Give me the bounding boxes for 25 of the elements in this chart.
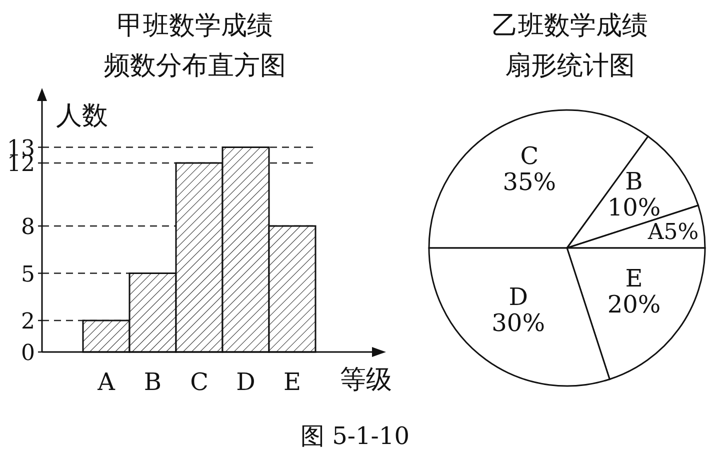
x-tick-label: B bbox=[144, 368, 162, 396]
x-tick-label: A bbox=[96, 368, 116, 396]
slice-label: A5% bbox=[646, 220, 699, 246]
chart-title: 甲班数学成绩 bbox=[117, 11, 273, 41]
slice-label: B bbox=[625, 167, 643, 196]
y-tick-label: 5 bbox=[21, 262, 35, 288]
y-tick-label: 0 bbox=[21, 341, 35, 366]
x-axis-title: 等级 bbox=[340, 365, 392, 395]
data-label: 20% bbox=[607, 290, 661, 319]
data-label: 30% bbox=[492, 308, 546, 337]
y-tick-label: 8 bbox=[21, 215, 35, 240]
data-label: 35% bbox=[502, 168, 556, 196]
data-label: 10% bbox=[607, 193, 661, 222]
y-axis-title: 人数 bbox=[56, 101, 108, 131]
x-tick-label: C bbox=[190, 368, 208, 396]
chart-subtitle: 扇形统计图 bbox=[505, 51, 635, 81]
x-tick-label: E bbox=[283, 368, 302, 396]
chart-title: 乙班数学成绩 bbox=[492, 11, 648, 41]
slice-label: D bbox=[508, 282, 528, 311]
slice-label: E bbox=[625, 264, 643, 293]
chart-subtitle: 频数分布直方图 bbox=[104, 51, 286, 81]
caption: 图 5-1-10 bbox=[300, 422, 410, 450]
y-tick-label: 2 bbox=[21, 310, 35, 334]
slice-label: C bbox=[520, 142, 539, 170]
x-tick-label: D bbox=[236, 368, 256, 396]
